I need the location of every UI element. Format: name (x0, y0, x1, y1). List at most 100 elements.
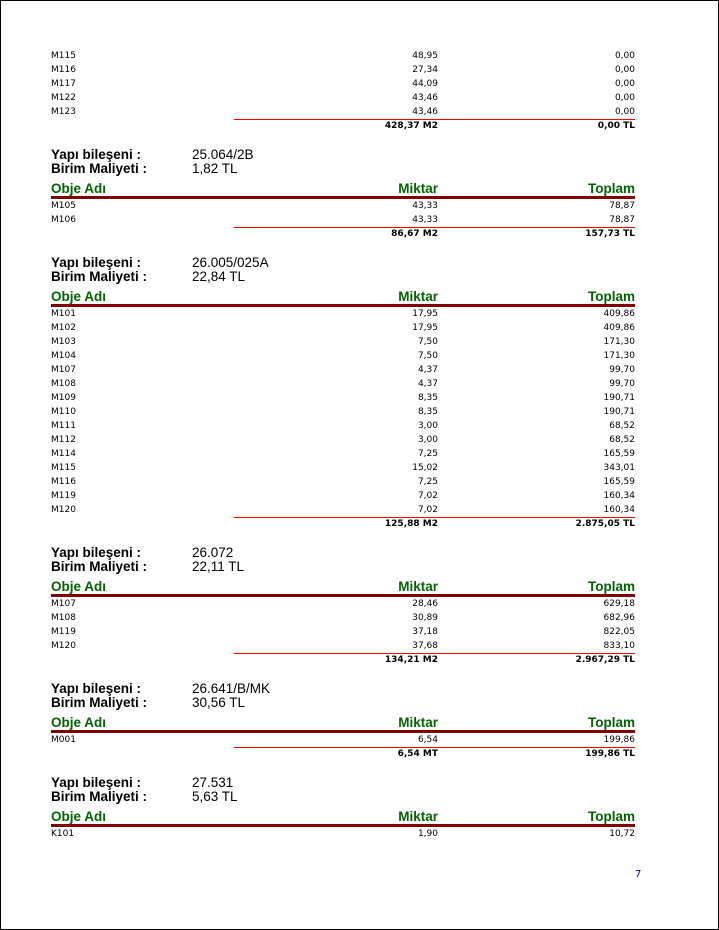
object-name: M106 (51, 215, 76, 225)
component-section: M115 48,95 0,00 M116 27,34 0,00 M117 44,… (51, 49, 635, 133)
table-row: M103 7,50 171,30 (51, 335, 635, 349)
quantity: 28,46 (412, 599, 438, 609)
object-name: M105 (51, 201, 76, 211)
quantity: 37,18 (412, 627, 438, 637)
table-row: M119 37,18 822,05 (51, 625, 635, 639)
total: 629,18 (603, 599, 636, 609)
quantity: 6,54 (417, 735, 438, 745)
object-name: K101 (51, 829, 75, 839)
total: 99,70 (609, 365, 635, 375)
unit-cost-label: Birim Maliyeti : (51, 161, 148, 176)
quantity: 48,95 (412, 51, 438, 61)
object-name: M122 (51, 93, 76, 103)
total: 10,72 (609, 829, 635, 839)
object-name: M107 (51, 365, 76, 375)
unit-cost-label: Birim Maliyeti : (51, 695, 148, 710)
total: 78,87 (609, 201, 635, 211)
quantity: 43,33 (412, 201, 438, 211)
component-code: 26.005/025A (192, 255, 269, 270)
quantity: 37,68 (412, 641, 438, 651)
object-name: M115 (51, 463, 76, 473)
total: 833,10 (603, 641, 636, 651)
table-header: Obje Adı Miktar Toplam (51, 575, 635, 597)
table-row: M119 7,02 160,34 (51, 489, 635, 503)
object-name: M120 (51, 505, 76, 515)
unit-cost-value: 5,63 TL (192, 789, 238, 804)
total: 171,30 (603, 337, 636, 347)
object-name: M108 (51, 379, 76, 389)
table-total-row: 86,67 M2 157,73 TL (234, 227, 635, 241)
total: 99,70 (609, 379, 635, 389)
column-header-total: Toplam (588, 715, 635, 730)
object-name: M115 (51, 51, 76, 61)
object-name: M103 (51, 337, 76, 347)
component-code: 27.531 (192, 775, 234, 790)
total: 0,00 (614, 79, 635, 89)
quantity: 7,50 (417, 337, 438, 347)
component-label: Yapı bileşeni : (51, 775, 142, 790)
total: 409,86 (603, 323, 636, 333)
object-name: M119 (51, 627, 76, 637)
table-row: M116 27,34 0,00 (51, 63, 635, 77)
total-quantity: 428,37 M2 (384, 121, 438, 131)
unit-cost-label: Birim Maliyeti : (51, 559, 148, 574)
table-header: Obje Adı Miktar Toplam (51, 711, 635, 733)
total: 199,86 (603, 735, 636, 745)
total-quantity: 134,21 M2 (384, 655, 438, 665)
quantity: 3,00 (417, 435, 438, 445)
table-row: M112 3,00 68,52 (51, 433, 635, 447)
total-quantity: 86,67 M2 (391, 229, 438, 239)
quantity: 7,02 (417, 505, 438, 515)
column-header-quantity: Miktar (398, 181, 438, 196)
table-row: M104 7,50 171,30 (51, 349, 635, 363)
quantity: 43,46 (412, 107, 438, 117)
table-row: M102 17,95 409,86 (51, 321, 635, 335)
component-section: Yapı bileşeni : 26.072 Birim Maliyeti : 22… (51, 546, 635, 667)
quantity: 17,95 (412, 323, 438, 333)
total: 78,87 (609, 215, 635, 225)
column-header-total: Toplam (588, 579, 635, 594)
object-name: M108 (51, 613, 76, 623)
total: 68,52 (609, 435, 635, 445)
table-row: M109 8,35 190,71 (51, 391, 635, 405)
total-sum: 0,00 TL (597, 121, 635, 131)
column-header-quantity: Miktar (398, 579, 438, 594)
column-header-name: Obje Adı (51, 181, 107, 196)
total-sum: 157,73 TL (585, 229, 635, 239)
unit-cost-value: 22,11 TL (192, 559, 245, 574)
object-name: M117 (51, 79, 76, 89)
component-code: 26.072 (192, 545, 234, 560)
table-row: M108 4,37 99,70 (51, 377, 635, 391)
column-header-name: Obje Adı (51, 579, 107, 594)
component-label: Yapı bileşeni : (51, 147, 142, 162)
object-name: M114 (51, 449, 76, 459)
table-row: M120 37,68 833,10 (51, 639, 635, 653)
total-sum: 2.875,05 TL (575, 519, 635, 529)
quantity: 4,37 (417, 365, 438, 375)
component-info: Yapı bileşeni : 25.064/2B Birim Maliyeti … (51, 148, 635, 176)
quantity: 1,90 (417, 829, 438, 839)
quantity: 4,37 (417, 379, 438, 389)
component-section: Yapı bileşeni : 26.005/025A Birim Maliyet… (51, 256, 635, 531)
total: 0,00 (614, 93, 635, 103)
column-header-quantity: Miktar (398, 289, 438, 304)
quantity: 7,25 (417, 449, 438, 459)
total: 190,71 (603, 407, 636, 417)
column-header-total: Toplam (588, 809, 635, 824)
column-header-total: Toplam (588, 289, 635, 304)
table-row: M110 8,35 190,71 (51, 405, 635, 419)
table-row: M001 6,54 199,86 (51, 733, 635, 747)
quantity: 27,34 (412, 65, 438, 75)
table-row: M105 43,33 78,87 (51, 199, 635, 213)
total: 190,71 (603, 393, 636, 403)
table-row: M101 17,95 409,86 (51, 307, 635, 321)
table-row: K101 1,90 10,72 (51, 827, 635, 841)
column-header-name: Obje Adı (51, 715, 107, 730)
column-header-quantity: Miktar (398, 715, 438, 730)
total: 0,00 (614, 107, 635, 117)
quantity: 30,89 (412, 613, 438, 623)
unit-cost-label: Birim Maliyeti : (51, 789, 148, 804)
object-name: M109 (51, 393, 76, 403)
table-row: M107 28,46 629,18 (51, 597, 635, 611)
component-section: Yapı bileşeni : 26.641/B/MK Birim Maliyet… (51, 682, 635, 761)
